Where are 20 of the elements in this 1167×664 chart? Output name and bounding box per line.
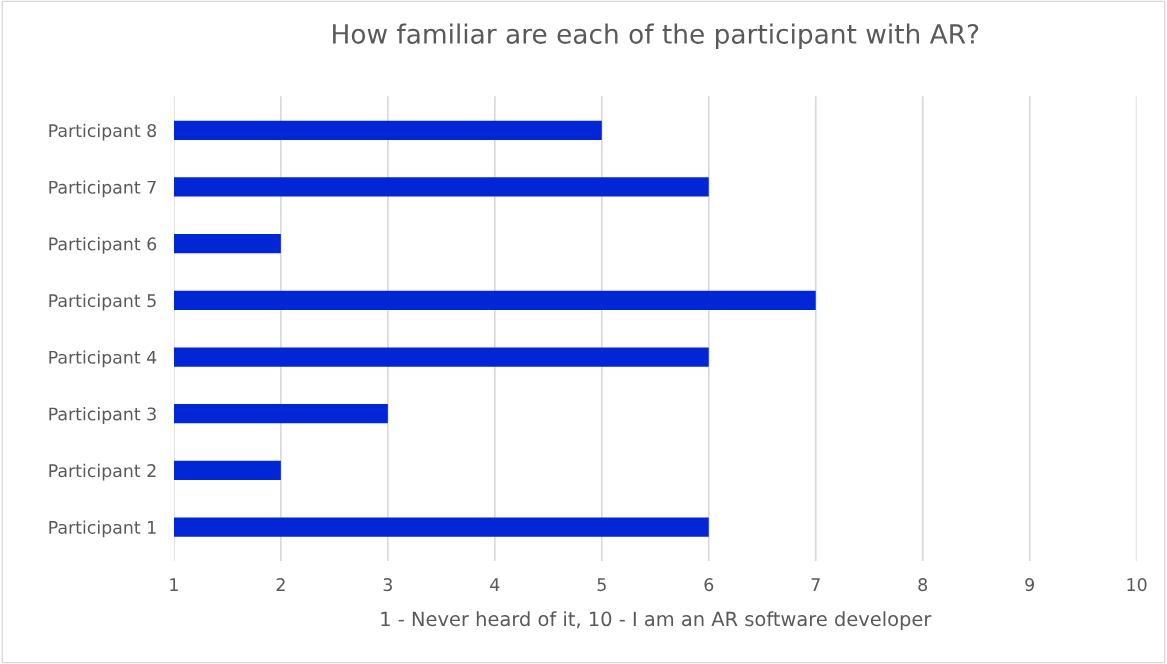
y-tick-label: Participant 4 (49, 350, 157, 368)
x-tick-label: 1 (170, 578, 178, 591)
y-tick-label: Participant 3 (49, 407, 156, 424)
y-tick-label: Participant 1 (49, 520, 156, 538)
x-tick-label: 2 (276, 578, 285, 591)
x-tick-label: 7 (811, 578, 820, 591)
x-tick-label: 9 (1025, 578, 1034, 592)
x-tick-label: 4 (490, 578, 500, 591)
y-tick-label: Participant 5 (49, 293, 156, 311)
y-tick-label: Participant 7 (49, 180, 156, 198)
x-tick-label: 8 (918, 578, 928, 592)
y-tick-label: Participant 8 (49, 123, 157, 141)
x-tick-label: 3 (383, 578, 392, 592)
x-axis-title: 1 - Never heard of it, 10 - I am an AR software developer (381, 611, 932, 631)
y-tick-label: Participant 2 (49, 463, 156, 481)
y-tick-label: Participant 6 (49, 237, 157, 254)
x-tick-label: 6 (704, 578, 714, 592)
x-tick-label: 10 (1127, 578, 1147, 592)
chart-title: How familiar are each of the participant with AR? (333, 23, 979, 49)
x-tick-label: 5 (597, 578, 606, 592)
